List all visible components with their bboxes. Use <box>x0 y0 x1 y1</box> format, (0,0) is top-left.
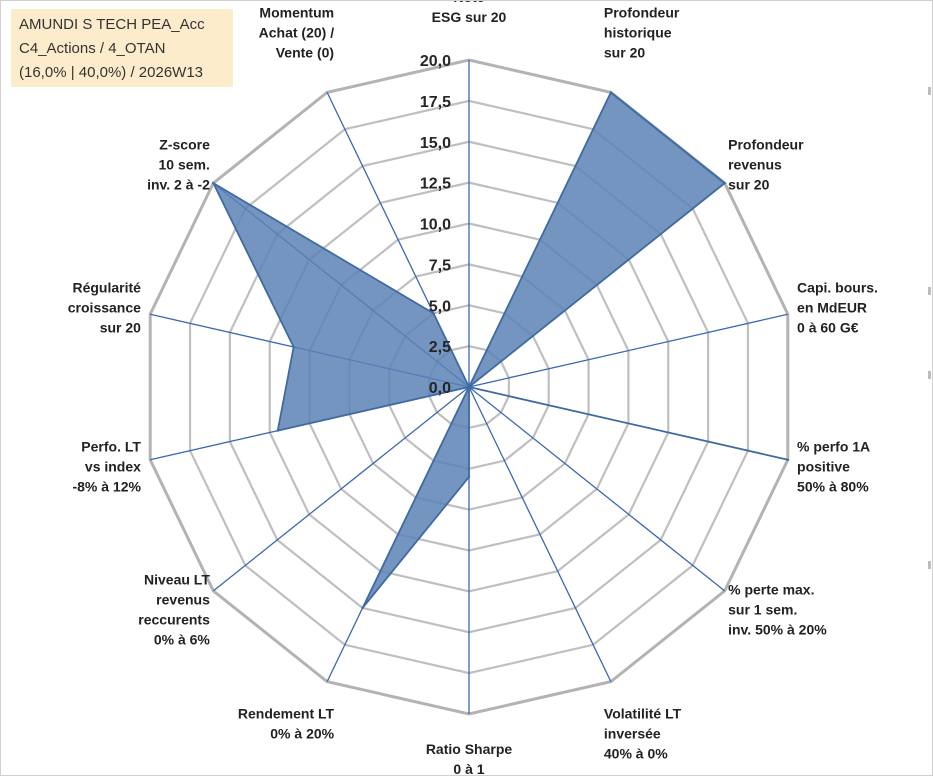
axis-spoke <box>212 386 470 592</box>
axis-label-line: revenus <box>156 592 210 608</box>
axis-label: Note ESG sur 20 <box>432 1 507 25</box>
axis-label: Régularité croissance sur 20 <box>68 280 141 336</box>
axis-label-line: Profondeur <box>728 136 804 152</box>
axis-label-line: Ratio Sharpe <box>426 741 513 757</box>
axis-label: Z-score 10 sem. inv. 2 à -2 <box>147 136 210 192</box>
axis-label: % perfo 1A positive 50% à 80% <box>797 438 870 494</box>
data-point <box>361 606 364 610</box>
axis-label-line: 0% à 20% <box>270 726 334 742</box>
data-point <box>467 385 471 389</box>
axis-label: Niveau LT revenus reccurents 0% à 6% <box>138 572 210 648</box>
scrollbar-track[interactable] <box>926 1 932 775</box>
tick-layer: 0,0 2,5 5,0 7,5 10,0 12,5 15,0 17,5 20,0 <box>420 53 451 397</box>
axis-label-line: Perfo. LT <box>81 438 141 454</box>
axis-label-line: historique <box>604 24 672 40</box>
tick-label: 12,5 <box>420 176 451 193</box>
axis-label-line: revenus <box>728 156 782 172</box>
data-point <box>212 181 215 185</box>
axis-label-line: sur 1 sem. <box>728 602 797 618</box>
data-point <box>467 475 471 479</box>
title-line-weights: (16,0% | 40,0%) / 2026W13 <box>19 64 203 81</box>
tick-label: 5,0 <box>429 298 451 315</box>
axis-label-line: 0 à 60 G€ <box>797 320 859 336</box>
axis-label-line: % perfo 1A <box>797 438 870 454</box>
axis-label-line: Niveau LT <box>144 572 210 588</box>
tick-label: 7,5 <box>429 257 451 274</box>
axis-label: Capi. bours. en MdEUR 0 à 60 G€ <box>797 280 878 336</box>
axis-label-line: reccurents <box>138 612 210 628</box>
scrollbar-mark <box>928 371 931 379</box>
axis-label: Rendement LT 0% à 20% <box>238 706 335 742</box>
axis-label-line: 10 sem. <box>159 156 210 172</box>
label-layer: Note ESG sur 20 Profondeur historique sur 20… <box>68 1 878 777</box>
axis-label-line: 0 à 1 <box>453 761 484 777</box>
axis-label-line: Profondeur <box>604 4 680 20</box>
axis-label-line: 0% à 6% <box>154 632 211 648</box>
axis-label-line: Rendement LT <box>238 706 335 722</box>
axis-label-line: inv. 50% à 20% <box>728 622 827 638</box>
series-area <box>212 91 789 609</box>
scrollbar-mark <box>928 87 931 95</box>
axis-label-line: en MdEUR <box>797 300 867 316</box>
data-point <box>723 181 726 185</box>
axis-label-line: 40% à 0% <box>604 746 668 762</box>
axis-label: Volatilité LT inversée 40% à 0% <box>604 706 682 762</box>
scrollbar-mark <box>928 561 931 569</box>
axis-label-line: Achat (20) / <box>259 24 335 40</box>
axis-label: Profondeur historique sur 20 <box>604 4 680 60</box>
title-line-category: C4_Actions / 4_OTAN <box>19 40 166 57</box>
axis-label-line: Capi. bours. <box>797 280 878 296</box>
data-point <box>276 429 279 432</box>
axis-label-line: ESG sur 20 <box>432 9 507 25</box>
axis-spoke <box>468 386 612 682</box>
tick-label: 15,0 <box>420 135 451 152</box>
axis-label-line: Régularité <box>72 280 141 296</box>
axis-label-line: % perte max. <box>728 582 814 598</box>
series-layer <box>212 91 790 610</box>
tick-label: 20,0 <box>420 53 451 70</box>
axis-label-line: vs index <box>85 458 141 474</box>
axis-label: Profondeur revenus sur 20 <box>728 136 804 192</box>
axis-label-line: -8% à 12% <box>72 478 141 494</box>
data-point <box>432 312 435 315</box>
axis-label-line: sur 20 <box>728 176 769 192</box>
data-point <box>786 458 790 461</box>
tick-label: 17,5 <box>420 94 451 111</box>
data-point <box>292 345 295 349</box>
axis-label-line: Z-score <box>159 136 210 152</box>
scrollbar-mark <box>928 287 931 295</box>
axis-label: Perfo. LT vs index -8% à 12% <box>72 438 141 494</box>
axis-label-line: inversée <box>604 726 661 742</box>
tick-label: 10,0 <box>420 217 451 234</box>
axis-label: Momentum Achat (20) / Vente (0) <box>259 4 335 60</box>
chart-title-box: AMUNDI S TECH PEA_Acc C4_Actions / 4_OTA… <box>11 9 233 87</box>
title-line-fund: AMUNDI S TECH PEA_Acc <box>19 16 205 33</box>
tick-label: 0,0 <box>429 380 451 397</box>
data-point <box>609 91 613 94</box>
axis-spoke <box>468 386 726 592</box>
axis-label-line: sur 20 <box>100 320 141 336</box>
axis-label-line: sur 20 <box>604 44 645 60</box>
axis-label-line: Vente (0) <box>276 44 334 60</box>
axis-label-line: Momentum <box>259 4 334 20</box>
axis-spoke <box>468 313 788 388</box>
axis-label-line: croissance <box>68 300 141 316</box>
axis-label: Ratio Sharpe 0 à 1 <box>426 741 513 777</box>
axis-label-line: Note <box>453 1 484 5</box>
axis-label-line: 50% à 80% <box>797 478 869 494</box>
axis-label-line: inv. 2 à -2 <box>147 176 210 192</box>
axis-label: % perte max. sur 1 sem. inv. 50% à 20% <box>728 582 827 638</box>
axis-label-line: positive <box>797 458 850 474</box>
tick-label: 2,5 <box>429 339 451 356</box>
axis-label-line: Volatilité LT <box>604 706 682 722</box>
